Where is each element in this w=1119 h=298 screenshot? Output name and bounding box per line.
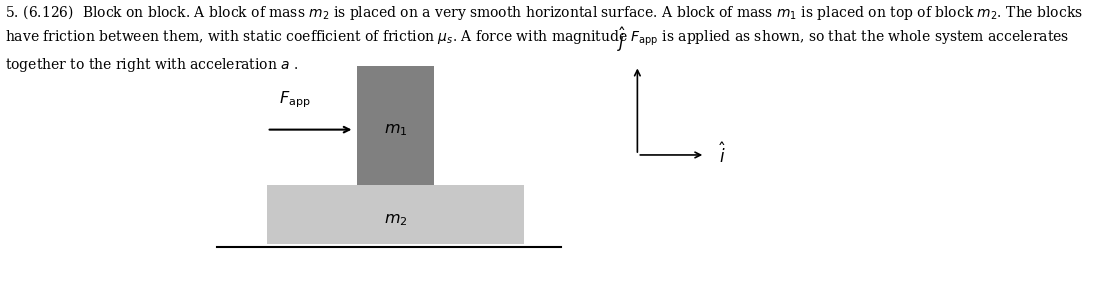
Text: $m_2$: $m_2$ (384, 210, 407, 228)
Text: $m_1$: $m_1$ (384, 121, 407, 138)
Text: 5. (6.126)  Block on block. A block of mass $m_2$ is placed on a very smooth hor: 5. (6.126) Block on block. A block of ma… (4, 3, 1082, 74)
Text: $F_{\mathrm{app}}$: $F_{\mathrm{app}}$ (279, 90, 311, 110)
Text: $\hat{j}$: $\hat{j}$ (618, 25, 627, 54)
Bar (357, 66, 434, 185)
Text: $\hat{i}$: $\hat{i}$ (718, 143, 726, 167)
Bar (266, 185, 525, 244)
